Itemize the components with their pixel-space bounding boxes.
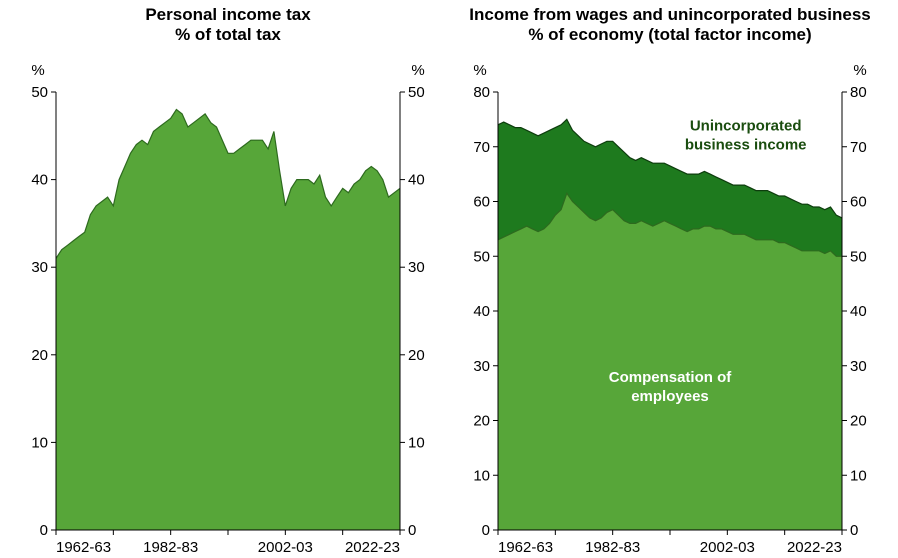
- ytick-label-left: 0: [482, 522, 490, 539]
- ytick-label-right: 50: [408, 84, 425, 101]
- xtick-label: 1962-63: [56, 539, 111, 556]
- ytick-label-left: 40: [473, 303, 490, 320]
- chart-title-line1: Income from wages and unincorporated bus…: [469, 5, 870, 24]
- xtick-label: 2002-03: [258, 539, 313, 556]
- ytick-label-left: 30: [31, 259, 48, 276]
- ytick-label-right: 0: [850, 522, 858, 539]
- ytick-label-right: 40: [850, 303, 867, 320]
- ytick-label-left: 0: [40, 522, 48, 539]
- upper-series-label-1: Unincorporated: [690, 117, 802, 134]
- ytick-label-right: 60: [850, 194, 867, 211]
- ytick-label-left: 60: [473, 194, 490, 211]
- xtick-label: 1962-63: [498, 539, 553, 556]
- upper-series-label-2: business income: [685, 136, 807, 153]
- chart-title-line1: Personal income tax: [145, 5, 311, 24]
- ytick-label-left: 20: [31, 347, 48, 364]
- ytick-label-left: 40: [31, 172, 48, 189]
- lower-series-label-1: Compensation of: [609, 369, 733, 386]
- ytick-label-right: 30: [408, 259, 425, 276]
- xtick-label: 2022-23: [787, 539, 842, 556]
- ytick-label-left: 10: [473, 467, 490, 484]
- ytick-label-left: 50: [473, 248, 490, 265]
- ytick-label-right: 20: [408, 347, 425, 364]
- ytick-label-right: 40: [408, 172, 425, 189]
- ytick-label-right: 10: [850, 467, 867, 484]
- ytick-label-left: 30: [473, 358, 490, 375]
- ytick-label-right: 10: [408, 434, 425, 451]
- ytick-label-right: 30: [850, 358, 867, 375]
- xtick-label: 1982-83: [585, 539, 640, 556]
- chart-title-line2: % of economy (total factor income): [528, 25, 811, 44]
- ytick-label-left: 20: [473, 413, 490, 430]
- ytick-label-left: 50: [31, 84, 48, 101]
- y-unit-left: %: [31, 62, 44, 79]
- xtick-label: 2022-23: [345, 539, 400, 556]
- ytick-label-right: 20: [850, 413, 867, 430]
- ytick-label-left: 10: [31, 434, 48, 451]
- ytick-label-right: 50: [850, 248, 867, 265]
- y-unit-right: %: [411, 62, 424, 79]
- ytick-label-right: 70: [850, 139, 867, 156]
- lower-series-label-2: employees: [631, 388, 709, 405]
- ytick-label-left: 80: [473, 84, 490, 101]
- y-unit-right: %: [853, 62, 866, 79]
- charts-svg: Personal income tax% of total tax 0 0 10 10 2…: [0, 0, 898, 558]
- ytick-label-left: 70: [473, 139, 490, 156]
- y-unit-left: %: [473, 62, 486, 79]
- chart-title-line2: % of total tax: [175, 25, 281, 44]
- xtick-label: 2002-03: [700, 539, 755, 556]
- ytick-label-right: 80: [850, 84, 867, 101]
- series-area: [56, 110, 400, 531]
- xtick-label: 1982-83: [143, 539, 198, 556]
- ytick-label-right: 0: [408, 522, 416, 539]
